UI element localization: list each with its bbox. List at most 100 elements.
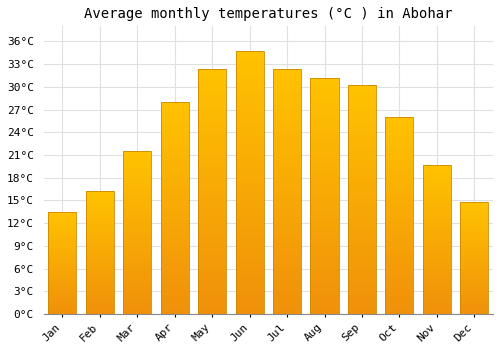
Bar (86, 289, 114, 291)
Bar (310, 132, 338, 134)
Bar (198, 111, 226, 113)
Bar (86, 301, 114, 302)
Bar (386, 125, 413, 127)
Bar (460, 289, 488, 290)
Bar (198, 256, 226, 258)
Bar (86, 204, 114, 205)
Bar (423, 281, 451, 283)
Bar (386, 302, 413, 304)
Bar (236, 164, 264, 167)
Bar (310, 262, 338, 264)
Bar (48, 220, 76, 221)
Bar (310, 231, 338, 234)
Bar (273, 100, 301, 103)
Bar (236, 232, 264, 235)
Bar (160, 197, 189, 199)
Bar (310, 165, 338, 168)
Bar (423, 257, 451, 259)
Bar (423, 260, 451, 262)
Bar (160, 174, 189, 176)
Bar (460, 208, 488, 209)
Bar (198, 177, 226, 180)
Bar (160, 240, 189, 242)
Bar (86, 306, 114, 307)
Bar (198, 197, 226, 199)
Bar (198, 299, 226, 302)
Bar (460, 312, 488, 313)
Bar (123, 171, 152, 173)
Bar (123, 273, 152, 275)
Bar (198, 86, 226, 89)
Bar (423, 232, 451, 233)
Bar (236, 51, 264, 54)
Bar (348, 102, 376, 104)
Bar (123, 275, 152, 276)
Bar (348, 243, 376, 245)
Bar (273, 145, 301, 147)
Bar (123, 197, 152, 198)
Bar (423, 210, 451, 211)
Bar (48, 292, 76, 293)
Bar (198, 135, 226, 138)
Bar (160, 223, 189, 225)
Bar (460, 223, 488, 224)
Bar (273, 69, 301, 314)
Bar (86, 191, 114, 314)
Bar (123, 200, 152, 202)
Bar (386, 208, 413, 210)
Bar (236, 235, 264, 238)
Bar (423, 303, 451, 305)
Bar (236, 270, 264, 272)
Bar (86, 297, 114, 298)
Bar (123, 158, 152, 159)
Bar (160, 153, 189, 155)
Bar (236, 272, 264, 275)
Bar (348, 115, 376, 117)
Bar (348, 204, 376, 206)
Bar (86, 221, 114, 222)
Bar (86, 291, 114, 292)
Bar (273, 78, 301, 81)
Bar (160, 231, 189, 233)
Bar (310, 264, 338, 267)
Bar (348, 122, 376, 124)
Bar (423, 269, 451, 271)
Bar (236, 148, 264, 151)
Bar (273, 98, 301, 100)
Bar (310, 203, 338, 205)
Bar (423, 214, 451, 216)
Bar (348, 214, 376, 216)
Bar (160, 121, 189, 123)
Bar (160, 295, 189, 297)
Bar (348, 166, 376, 168)
Bar (48, 313, 76, 314)
Bar (86, 276, 114, 277)
Bar (86, 218, 114, 219)
Bar (386, 210, 413, 212)
Bar (386, 292, 413, 294)
Bar (423, 216, 451, 217)
Bar (198, 241, 226, 243)
Bar (198, 84, 226, 86)
Bar (123, 296, 152, 298)
Bar (310, 286, 338, 288)
Bar (310, 191, 338, 194)
Bar (48, 250, 76, 251)
Bar (423, 235, 451, 237)
Bar (198, 287, 226, 289)
Bar (423, 171, 451, 172)
Bar (123, 238, 152, 239)
Bar (236, 154, 264, 156)
Bar (460, 249, 488, 250)
Bar (460, 203, 488, 204)
Bar (386, 119, 413, 121)
Bar (86, 232, 114, 233)
Bar (310, 189, 338, 191)
Bar (48, 288, 76, 289)
Bar (386, 298, 413, 300)
Bar (48, 271, 76, 272)
Bar (86, 312, 114, 313)
Bar (423, 274, 451, 275)
Bar (236, 290, 264, 293)
Bar (123, 289, 152, 291)
